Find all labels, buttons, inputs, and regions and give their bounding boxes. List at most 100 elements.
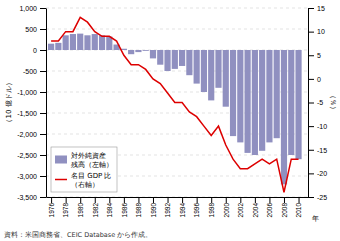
tick: 2008 <box>281 197 288 217</box>
tick-label: 1978 <box>62 203 69 218</box>
tick-mark <box>40 113 46 114</box>
bar <box>288 50 294 155</box>
tick: 1994 <box>179 197 186 217</box>
tick: 2010 <box>295 197 302 217</box>
tick-mark <box>124 197 125 203</box>
bar <box>223 50 229 107</box>
legend-entry: 名目 GDP 比（右軸） <box>71 172 112 189</box>
x-axis: 1976197819801982198419861988199019921994… <box>47 197 309 217</box>
tick-mark <box>308 55 314 56</box>
tick: 1996 <box>193 197 200 217</box>
bar <box>63 35 69 50</box>
tick-mark <box>182 197 183 203</box>
tick: 5 <box>308 52 321 59</box>
bar <box>266 50 272 142</box>
tick-mark <box>40 71 46 72</box>
bar-series <box>48 34 302 185</box>
tick-label: 2010 <box>295 203 302 218</box>
tick-label: -15 <box>317 146 327 153</box>
tick: 1990 <box>150 197 157 217</box>
bar <box>128 50 134 54</box>
marks <box>48 17 302 192</box>
tick-mark <box>197 197 198 203</box>
tick-label: 1982 <box>92 203 99 218</box>
grid-line <box>46 197 308 198</box>
tick: 2000 <box>223 197 230 217</box>
tick: 1986 <box>121 197 128 217</box>
tick-mark <box>284 197 285 203</box>
tick-mark <box>40 92 46 93</box>
tick-mark <box>109 197 110 203</box>
tick-mark <box>308 126 314 127</box>
tick-label: 1996 <box>193 203 200 218</box>
bar <box>237 50 243 142</box>
line <box>51 17 298 192</box>
tick: -2,000 <box>17 131 46 138</box>
legend: 対外純資産残高（左軸） 名目 GDP 比（右軸） <box>51 147 117 192</box>
plot-area: 1,000 500 0 -500 -1,000 -1,500 -2,000 -2,500 -3,… <box>17 5 327 218</box>
bar <box>230 50 236 136</box>
bar <box>274 50 280 138</box>
tick-label: 1976 <box>48 203 55 218</box>
tick-label: -3,500 <box>17 194 37 201</box>
tick-label: 500 <box>25 26 37 33</box>
tick: 1982 <box>92 197 99 217</box>
tick: 2002 <box>237 197 244 217</box>
tick-label: 1990 <box>150 203 157 218</box>
bar <box>208 50 214 100</box>
bar <box>84 35 90 50</box>
tick-mark <box>95 197 96 203</box>
bar <box>245 50 251 153</box>
tick: 500 <box>25 26 46 33</box>
bar <box>164 50 170 71</box>
tick-label: 2008 <box>281 203 288 218</box>
x-axis-title: 年 <box>312 215 319 223</box>
tick: 0 <box>308 76 321 83</box>
tick: -15 <box>308 146 327 153</box>
tick-label: -10 <box>317 123 327 130</box>
tick-mark <box>240 197 241 203</box>
bar <box>179 50 185 66</box>
y2-axis: 151050-5-10-15-20-25 <box>308 5 327 201</box>
tick-mark <box>40 50 46 51</box>
tick-label: 1,000 <box>19 5 37 12</box>
tick-mark <box>40 176 46 177</box>
grid-line <box>46 29 308 30</box>
legend-frame <box>51 147 117 192</box>
bar <box>252 50 258 155</box>
tick: 1998 <box>208 197 215 217</box>
tick-mark <box>80 197 81 203</box>
tick-label: -20 <box>317 170 327 177</box>
tick: 1976 <box>48 197 55 217</box>
tick-mark <box>153 197 154 203</box>
tick-label: -5 <box>317 99 323 106</box>
bar <box>201 50 207 92</box>
tick: -2,500 <box>17 152 46 159</box>
tick-mark <box>308 197 314 198</box>
tick-mark <box>66 197 67 203</box>
tick-label: -1,000 <box>17 89 37 96</box>
bar <box>295 50 301 159</box>
tick-label: 2002 <box>237 203 244 218</box>
tick-mark <box>40 155 46 156</box>
tick-label: 2004 <box>252 203 259 218</box>
tick-mark <box>168 197 169 203</box>
tick-label: 1984 <box>106 203 113 218</box>
y2-axis-title: （％） <box>329 92 337 113</box>
tick-mark <box>269 197 270 203</box>
tick-mark <box>51 197 52 203</box>
bar <box>55 43 61 50</box>
grid-line <box>46 8 308 9</box>
tick-mark <box>40 197 46 198</box>
tick: -1,500 <box>17 110 46 117</box>
tick: 1992 <box>164 197 171 217</box>
legend-swatch <box>55 156 67 164</box>
tick: -500 <box>23 68 46 75</box>
tick: 0 <box>33 47 46 54</box>
axis-line <box>47 197 309 198</box>
tick: 2006 <box>266 197 273 217</box>
y-axis-title: （10 億ドル） <box>5 79 13 125</box>
legend-entry: 対外純資産残高（左軸） <box>71 152 113 169</box>
tick-label: 1980 <box>77 203 84 218</box>
tick: -10 <box>308 123 327 130</box>
